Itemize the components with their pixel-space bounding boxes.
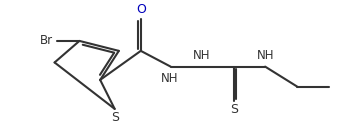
Text: NH: NH xyxy=(256,49,274,62)
Text: O: O xyxy=(137,4,147,17)
Text: S: S xyxy=(230,103,237,116)
Text: Br: Br xyxy=(40,34,53,47)
Text: S: S xyxy=(111,111,119,124)
Text: NH: NH xyxy=(193,49,210,62)
Text: NH: NH xyxy=(161,72,178,85)
